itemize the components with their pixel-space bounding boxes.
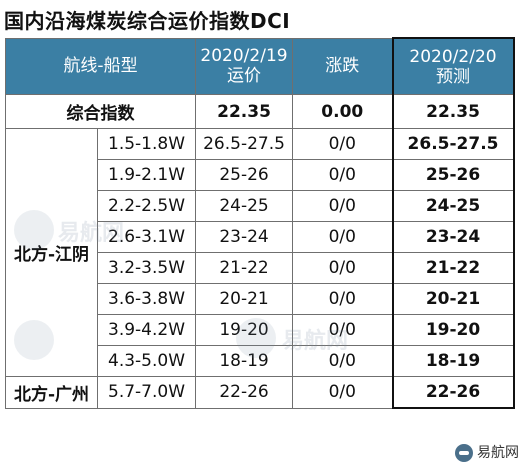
table-row: 4.3-5.0W 18-19 0/0 18-19: [6, 345, 515, 377]
header-price-label: 运价: [227, 66, 262, 87]
table-row: 2.6-3.1W 23-24 0/0 23-24: [6, 221, 515, 253]
price-cell: 22-26: [195, 376, 294, 409]
ship-size-cell: 4.3-5.0W: [96, 345, 197, 377]
forecast-cell: 18-19: [391, 345, 515, 377]
ship-size-cell: 2.2-2.5W: [96, 190, 197, 222]
header-route-ship: 航线-船型: [4, 37, 197, 95]
summary-change: 0.00: [292, 94, 394, 129]
price-cell: 25-26: [195, 159, 294, 191]
brand-logo-icon: [455, 444, 473, 462]
forecast-cell: 26.5-27.5: [391, 128, 515, 160]
ship-size-cell: 1.9-2.1W: [96, 159, 197, 191]
change-cell: 0/0: [292, 221, 394, 253]
ship-size-cell: 1.5-1.8W: [96, 128, 197, 160]
footer-brand-label: 易航网: [477, 445, 519, 461]
page-title: 国内沿海煤炭综合运价指数DCI: [4, 9, 291, 33]
price-cell: 20-21: [195, 283, 294, 315]
table-row: 3.2-3.5W 21-22 0/0 21-22: [6, 252, 515, 284]
dci-table: 航线-船型 2020/2/19 运价 涨跌 2020/2/20 预测 综合指数 …: [4, 37, 515, 409]
table-row: 北方-广州 5.7-7.0W 22-26 0/0 22-26: [5, 376, 515, 409]
header-price: 2020/2/19 运价: [195, 37, 294, 95]
ship-size-cell: 3.6-3.8W: [96, 283, 197, 315]
header-change: 涨跌: [292, 37, 394, 95]
ship-size-cell: 3.9-4.2W: [96, 314, 197, 346]
forecast-cell: 20-21: [391, 283, 515, 315]
change-cell: 0/0: [292, 128, 394, 160]
table-row: 2.2-2.5W 24-25 0/0 24-25: [6, 190, 515, 222]
header-forecast-label: 预测: [436, 66, 471, 87]
change-cell: 0/0: [292, 159, 394, 191]
summary-row: 综合指数 22.35 0.00 22.35: [4, 94, 515, 129]
table-header-row: 航线-船型 2020/2/19 运价 涨跌 2020/2/20 预测: [4, 37, 515, 95]
change-cell: 0/0: [292, 345, 394, 377]
summary-label: 综合指数: [4, 94, 197, 129]
change-cell: 0/0: [292, 190, 394, 222]
region-north-jiangyin: 北方-江阴: [5, 128, 98, 377]
forecast-cell: 22-26: [391, 376, 515, 409]
price-cell: 24-25: [195, 190, 294, 222]
forecast-cell: 19-20: [391, 314, 515, 346]
ship-size-cell: 5.7-7.0W: [96, 376, 197, 409]
region-north-guangzhou: 北方-广州: [5, 376, 98, 409]
forecast-cell: 25-26: [391, 159, 515, 191]
forecast-cell: 21-22: [391, 252, 515, 284]
forecast-cell: 23-24: [391, 221, 515, 253]
price-cell: 21-22: [195, 252, 294, 284]
table-row: 1.9-2.1W 25-26 0/0 25-26: [6, 159, 515, 191]
price-cell: 26.5-27.5: [195, 128, 294, 160]
price-cell: 18-19: [195, 345, 294, 377]
summary-forecast: 22.35: [391, 94, 515, 129]
change-cell: 0/0: [292, 376, 394, 409]
change-cell: 0/0: [292, 283, 394, 315]
table-row: 3.6-3.8W 20-21 0/0 20-21: [6, 283, 515, 315]
footer-brand: 易航网: [455, 442, 519, 464]
table-row: 3.9-4.2W 19-20 0/0 19-20: [6, 314, 515, 346]
forecast-cell: 24-25: [391, 190, 515, 222]
change-cell: 0/0: [292, 314, 394, 346]
summary-price: 22.35: [195, 94, 294, 129]
ship-size-cell: 2.6-3.1W: [96, 221, 197, 253]
header-date1: 2020/2/19: [200, 46, 288, 67]
header-forecast: 2020/2/20 预测: [391, 37, 515, 95]
price-cell: 19-20: [195, 314, 294, 346]
table-row: 北方-江阴 1.5-1.8W 26.5-27.5 0/0 26.5-27.5: [5, 128, 515, 377]
change-cell: 0/0: [292, 252, 394, 284]
price-cell: 23-24: [195, 221, 294, 253]
header-date2: 2020/2/20: [409, 46, 497, 67]
ship-size-cell: 3.2-3.5W: [96, 252, 197, 284]
